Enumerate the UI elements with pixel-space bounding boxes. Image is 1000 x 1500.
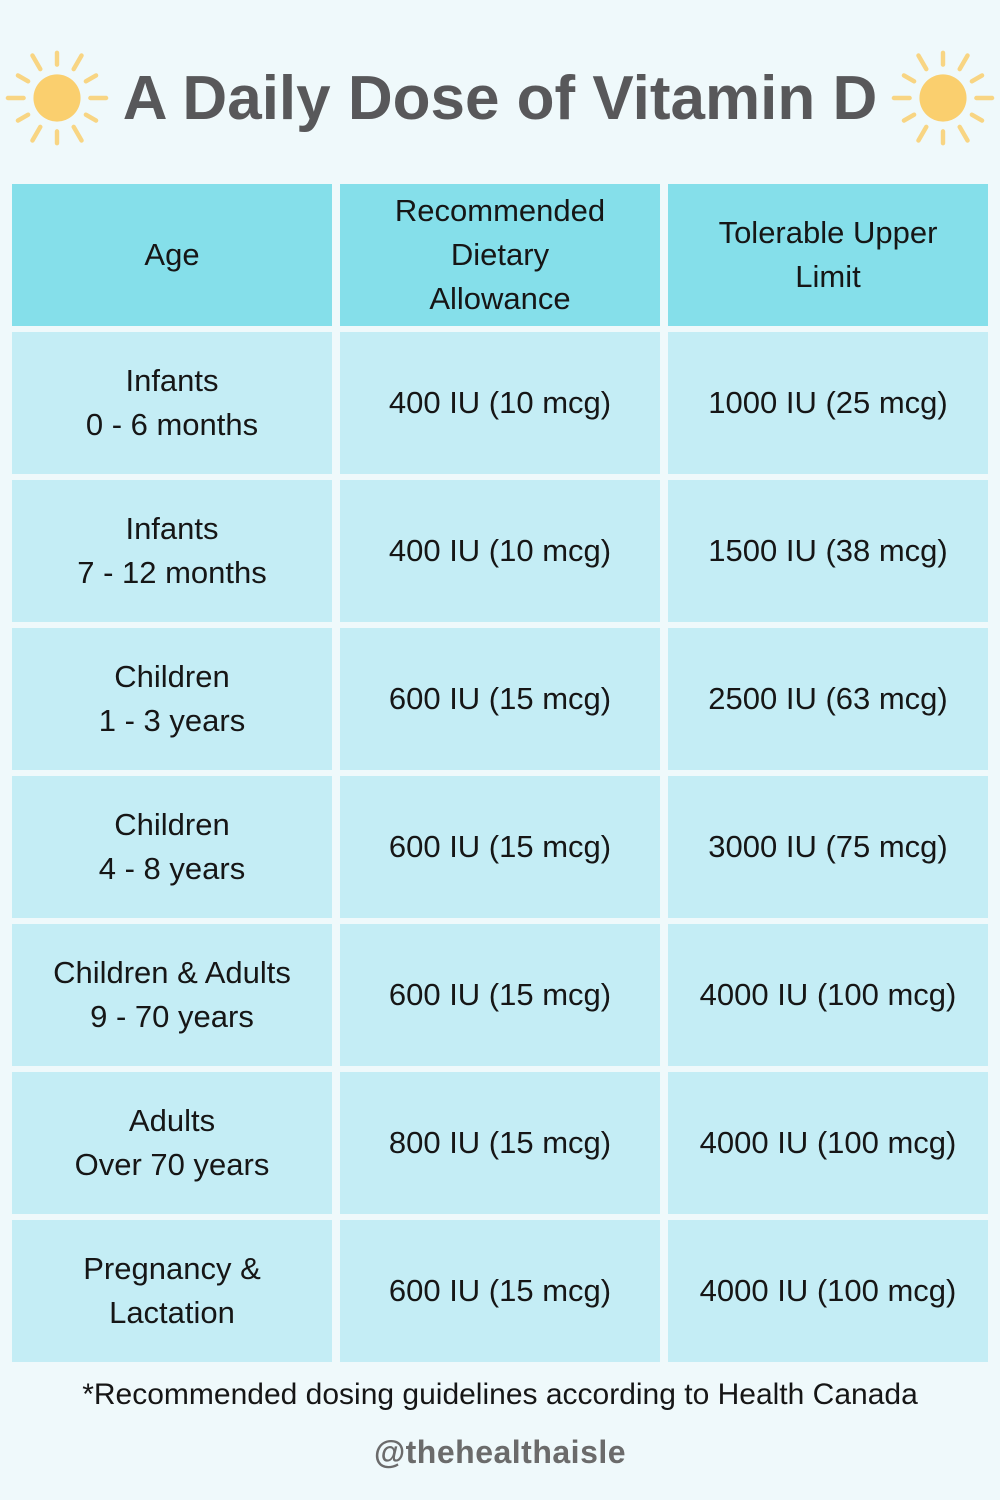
column-header-upper: Tolerable Upper Limit xyxy=(668,184,988,326)
table-cell-age: Children 4 - 8 years xyxy=(12,776,332,918)
table-cell-upper: 4000 IU (100 mcg) xyxy=(668,924,988,1066)
table-cell-upper: 1500 IU (38 mcg) xyxy=(668,480,988,622)
table-cell-age: Pregnancy & Lactation xyxy=(12,1220,332,1362)
table-cell-age: Infants 0 - 6 months xyxy=(12,332,332,474)
table-cell-rda: 600 IU (15 mcg) xyxy=(340,776,660,918)
column-header-rda: Recommended Dietary Allowance xyxy=(340,184,660,326)
table-cell-upper: 4000 IU (100 mcg) xyxy=(668,1072,988,1214)
table-cell-upper: 2500 IU (63 mcg) xyxy=(668,628,988,770)
table-cell-age: Children & Adults 9 - 70 years xyxy=(12,924,332,1066)
table-cell-upper: 1000 IU (25 mcg) xyxy=(668,332,988,474)
column-header-age: Age xyxy=(12,184,332,326)
table-cell-age: Children 1 - 3 years xyxy=(12,628,332,770)
page-title: A Daily Dose of Vitamin D xyxy=(122,63,878,133)
table-cell-rda: 600 IU (15 mcg) xyxy=(340,1220,660,1362)
table-cell-age: Infants 7 - 12 months xyxy=(12,480,332,622)
sun-icon xyxy=(889,44,997,152)
social-handle: @thehealthaisle xyxy=(373,1434,627,1470)
table-cell-rda: 600 IU (15 mcg) xyxy=(340,628,660,770)
table-cell-rda: 400 IU (10 mcg) xyxy=(340,332,660,474)
footnote: *Recommended dosing guidelines according… xyxy=(82,1378,918,1411)
table-cell-rda: 800 IU (15 mcg) xyxy=(340,1072,660,1214)
header: A Daily Dose of Vitamin D xyxy=(0,0,1000,172)
table-cell-rda: 600 IU (15 mcg) xyxy=(340,924,660,1066)
table-cell-upper: 3000 IU (75 mcg) xyxy=(668,776,988,918)
table-cell-upper: 4000 IU (100 mcg) xyxy=(668,1220,988,1362)
table-cell-rda: 400 IU (10 mcg) xyxy=(340,480,660,622)
sun-icon xyxy=(3,44,111,152)
table-cell-age: Adults Over 70 years xyxy=(12,1072,332,1214)
vitamin-d-table: Age Recommended Dietary Allowance Tolera… xyxy=(12,184,988,1362)
